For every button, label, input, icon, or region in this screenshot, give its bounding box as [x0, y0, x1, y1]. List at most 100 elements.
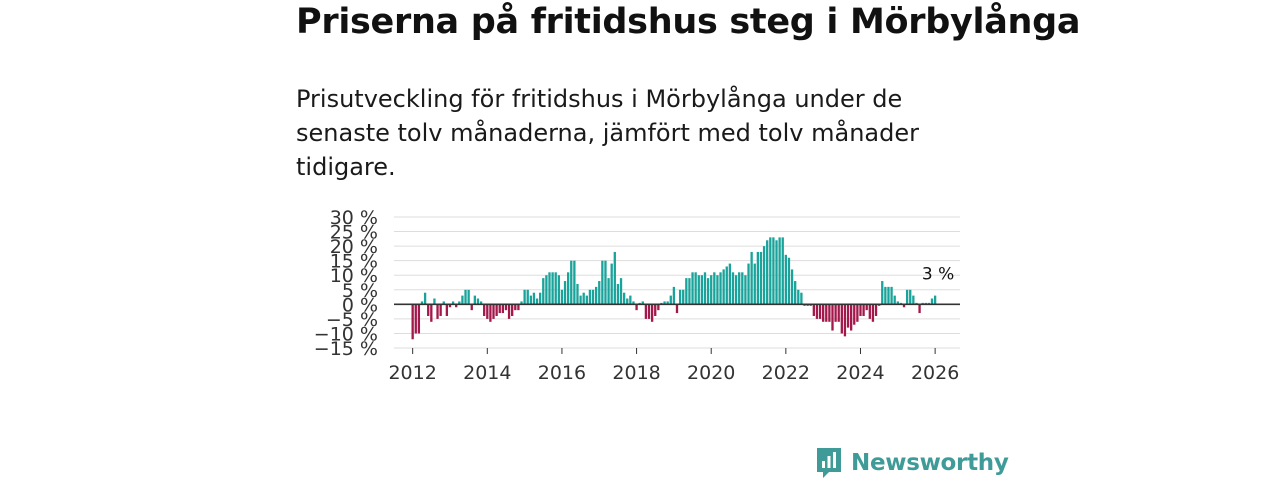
bar — [781, 237, 784, 305]
bar — [573, 260, 576, 305]
bar — [414, 304, 417, 334]
bars — [411, 237, 937, 340]
x-tick-label: 2020 — [687, 362, 735, 384]
x-tick-label: 2024 — [836, 362, 884, 384]
bar — [865, 304, 868, 311]
bar — [644, 304, 648, 319]
bar — [430, 304, 433, 322]
bar — [731, 272, 735, 305]
bar — [417, 304, 421, 334]
bar — [514, 304, 517, 311]
bar — [557, 275, 560, 305]
bar — [517, 304, 520, 311]
bar — [582, 292, 585, 305]
bar — [439, 304, 442, 316]
bar — [688, 278, 691, 305]
bar — [741, 272, 744, 305]
bar — [492, 304, 495, 319]
bar — [451, 301, 455, 305]
bar — [427, 304, 430, 316]
bar — [703, 272, 707, 305]
y-tick-label: 10 % — [330, 265, 378, 287]
bar — [579, 295, 582, 305]
x-axis-ticks: 2012 2014 2016 2018 2020 2022 2024 2026 — [388, 348, 959, 384]
bar — [753, 263, 756, 305]
x-tick-label: 2012 — [388, 362, 436, 384]
bar — [461, 295, 464, 305]
bar — [933, 295, 937, 305]
bar — [738, 272, 741, 305]
bar — [831, 304, 834, 331]
y-tick-label: −5 % — [326, 309, 378, 331]
bar — [902, 304, 906, 308]
bar — [815, 304, 819, 319]
bar — [498, 304, 501, 314]
bar — [912, 295, 915, 305]
bar — [632, 301, 635, 305]
bar — [423, 292, 427, 305]
bar — [598, 281, 601, 305]
bar — [542, 278, 545, 305]
bar — [486, 304, 489, 319]
bar — [750, 251, 753, 305]
y-axis-ticks: 30 %25 %20 %15 %10 %5 %0 %−5 %−10 %−15 % — [314, 207, 378, 360]
bar — [800, 292, 803, 305]
latest-value-label: 3 % — [922, 265, 954, 285]
y-tick-label: 5 % — [342, 280, 378, 302]
bar — [483, 304, 486, 316]
bar — [772, 237, 775, 305]
bar — [476, 298, 480, 305]
bar — [654, 304, 657, 316]
bar — [504, 304, 508, 311]
bar — [647, 304, 651, 319]
bar — [570, 260, 573, 305]
chart-subtitle: Prisutveckling för fritidshus i Mörbylån… — [296, 85, 919, 181]
bar — [769, 237, 772, 305]
grid-lines — [394, 216, 960, 349]
bar — [759, 251, 763, 305]
brand-logo[interactable]: Newsworthy — [815, 446, 1009, 480]
bar — [797, 289, 800, 305]
bar — [520, 301, 523, 305]
x-tick-label: 2014 — [463, 362, 511, 384]
bar — [663, 301, 666, 305]
bar — [613, 251, 616, 305]
bar — [641, 301, 644, 305]
bar — [716, 275, 719, 305]
bar — [495, 304, 498, 316]
x-tick-label: 2022 — [762, 362, 810, 384]
bar — [890, 286, 893, 305]
bar — [682, 289, 685, 305]
bar — [790, 269, 794, 305]
bar — [734, 275, 738, 305]
bar — [818, 304, 822, 319]
bar — [849, 304, 853, 331]
bar — [411, 304, 414, 340]
bar — [887, 286, 890, 305]
bar — [862, 304, 865, 316]
bar — [744, 275, 747, 305]
bar — [909, 289, 912, 305]
bar — [822, 304, 825, 322]
bar — [535, 298, 539, 305]
bar — [868, 304, 871, 319]
bar — [511, 304, 514, 316]
bar — [523, 289, 526, 305]
bar — [650, 304, 654, 322]
bar — [881, 281, 884, 305]
bar — [728, 263, 732, 305]
bar — [871, 304, 875, 322]
bar — [669, 295, 672, 305]
bar — [507, 304, 511, 319]
bar — [588, 289, 592, 305]
bar — [691, 272, 694, 305]
bar — [828, 304, 831, 322]
bar — [442, 301, 445, 305]
bar — [719, 272, 722, 305]
bar — [501, 304, 505, 314]
bar — [722, 269, 725, 305]
bar — [685, 278, 688, 305]
bar — [479, 301, 483, 305]
bar — [657, 304, 660, 311]
